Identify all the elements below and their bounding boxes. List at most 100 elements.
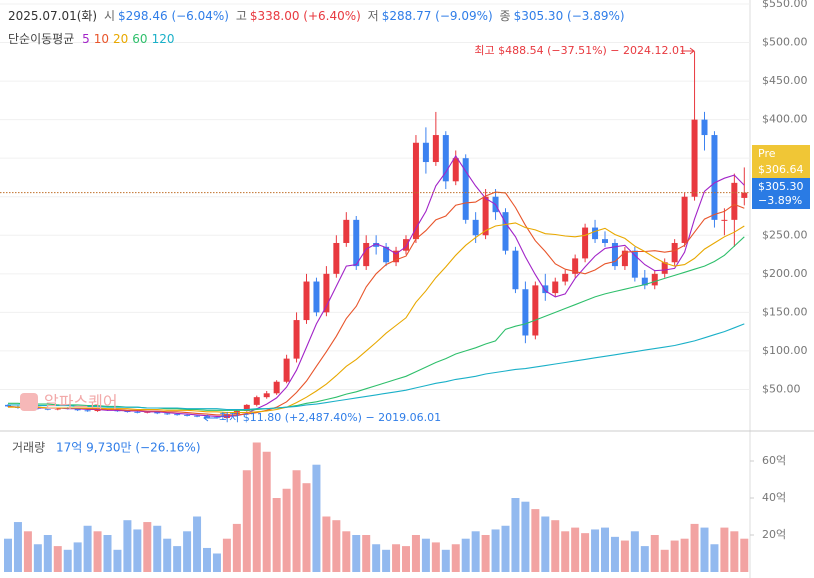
high-note: 최고 $488.54 (−37.51%) − 2024.12.01 bbox=[474, 44, 686, 57]
y-tick-label: $50.00 bbox=[762, 382, 801, 395]
volume-bar bbox=[352, 535, 361, 572]
volume-bar bbox=[581, 533, 590, 572]
volume-bar bbox=[103, 535, 112, 572]
volume-bar bbox=[640, 546, 649, 572]
y-tick-label: $550.00 bbox=[762, 0, 808, 10]
watermark: 알파스퀘어 bbox=[20, 393, 118, 412]
volume-bar bbox=[591, 529, 600, 572]
volume-bar bbox=[322, 516, 331, 572]
candle-body bbox=[592, 227, 599, 240]
candle-body bbox=[353, 219, 360, 267]
volume-bar bbox=[193, 516, 202, 572]
ma-legend: 단순이동평균 5 10 20 60 120 bbox=[8, 30, 178, 47]
volume-bar bbox=[123, 520, 132, 572]
volume-subtitle: 17억 9,730만 (−26.16%) bbox=[56, 441, 201, 455]
volume-bar bbox=[173, 546, 182, 572]
volume-bar bbox=[232, 523, 241, 572]
last-change: −3.89% bbox=[758, 194, 802, 207]
volume-bar bbox=[471, 531, 480, 572]
candle-body bbox=[442, 135, 449, 182]
volume-bar bbox=[571, 527, 580, 572]
ohlc-value: $305.30 (−3.89%) bbox=[513, 9, 625, 23]
low-note: 최저 $11.80 (+2,487.40%) − 2019.06.01 bbox=[219, 411, 441, 424]
candle-body bbox=[701, 119, 708, 136]
volume-bar bbox=[511, 498, 520, 572]
volume-bar bbox=[481, 535, 490, 572]
y-tick-label: 60억 bbox=[762, 454, 786, 467]
volume-bar bbox=[63, 549, 72, 572]
volume-bar bbox=[521, 501, 530, 572]
high-arrow bbox=[681, 47, 695, 55]
candle-body bbox=[741, 192, 748, 198]
ohlc-name: 종 bbox=[499, 9, 511, 23]
ohlc-value: $298.46 (−6.04%) bbox=[118, 9, 229, 23]
candle-body bbox=[422, 142, 429, 163]
legend-entry: 20 bbox=[113, 32, 129, 46]
candle-body bbox=[432, 135, 439, 163]
pre-label: Pre bbox=[758, 147, 776, 160]
candle-body bbox=[532, 285, 539, 336]
volume-bar bbox=[153, 525, 162, 572]
pre-price: $306.64 bbox=[758, 163, 804, 176]
ma-line bbox=[8, 323, 745, 411]
volume-bar bbox=[23, 531, 32, 572]
volume-bar bbox=[212, 553, 221, 572]
candle-body bbox=[661, 262, 668, 274]
ma-title: 단순이동평균 bbox=[8, 32, 75, 46]
y-tick-label: $450.00 bbox=[762, 74, 808, 87]
candle-body bbox=[333, 242, 340, 274]
volume-bar bbox=[392, 544, 401, 572]
candle-body bbox=[393, 250, 400, 263]
last-price-box bbox=[752, 178, 810, 209]
volume-bar bbox=[451, 544, 460, 572]
candle-body bbox=[293, 320, 300, 359]
candle-body bbox=[522, 289, 529, 336]
candle-body bbox=[502, 212, 509, 251]
volume-bar bbox=[700, 527, 709, 572]
volume-bar bbox=[461, 538, 470, 572]
candle-body bbox=[84, 410, 91, 412]
ma-line bbox=[7, 154, 745, 417]
candle-body bbox=[641, 277, 648, 286]
candle-body bbox=[154, 411, 161, 414]
volume-bar bbox=[720, 527, 729, 572]
candle-body bbox=[74, 408, 81, 411]
volume-bar bbox=[690, 523, 699, 572]
last-price: $305.30 bbox=[758, 180, 804, 193]
ma-line bbox=[7, 191, 745, 416]
y-tick-label: $200.00 bbox=[762, 267, 808, 280]
volume-bar bbox=[650, 535, 659, 572]
volume-bar bbox=[203, 547, 211, 572]
volume-bar bbox=[33, 544, 42, 572]
y-tick-label: 40억 bbox=[762, 491, 786, 504]
volume-title: 거래량 bbox=[12, 441, 45, 455]
volume-bar bbox=[83, 525, 92, 572]
date: 2025.07.01(화) bbox=[8, 9, 98, 23]
candle-body bbox=[5, 404, 11, 407]
candle-body bbox=[671, 242, 678, 263]
volume-bar bbox=[501, 525, 510, 572]
candle-body bbox=[273, 381, 280, 394]
candle-body bbox=[94, 409, 101, 412]
ohlc-name: 고 bbox=[235, 9, 247, 23]
candle-body bbox=[363, 242, 370, 267]
volume-bar bbox=[43, 535, 52, 572]
volume-bar bbox=[73, 542, 82, 572]
candle-body bbox=[731, 182, 738, 220]
pre-box bbox=[752, 145, 810, 178]
volume-bar bbox=[262, 451, 271, 572]
candle-body bbox=[602, 239, 608, 243]
volume-bar bbox=[610, 536, 619, 572]
volume-bar bbox=[551, 520, 560, 572]
volume-bar bbox=[362, 535, 371, 572]
volume-bar bbox=[312, 464, 321, 572]
candle-body bbox=[194, 415, 201, 417]
volume-bar bbox=[183, 531, 192, 572]
volume-bar bbox=[531, 509, 540, 572]
volume-bar bbox=[113, 549, 122, 572]
volume-bar bbox=[282, 488, 291, 572]
y-tick-label: $150.00 bbox=[762, 305, 808, 318]
volume-bar bbox=[272, 498, 281, 572]
candle-body bbox=[303, 281, 310, 321]
volume-bar bbox=[143, 522, 152, 572]
